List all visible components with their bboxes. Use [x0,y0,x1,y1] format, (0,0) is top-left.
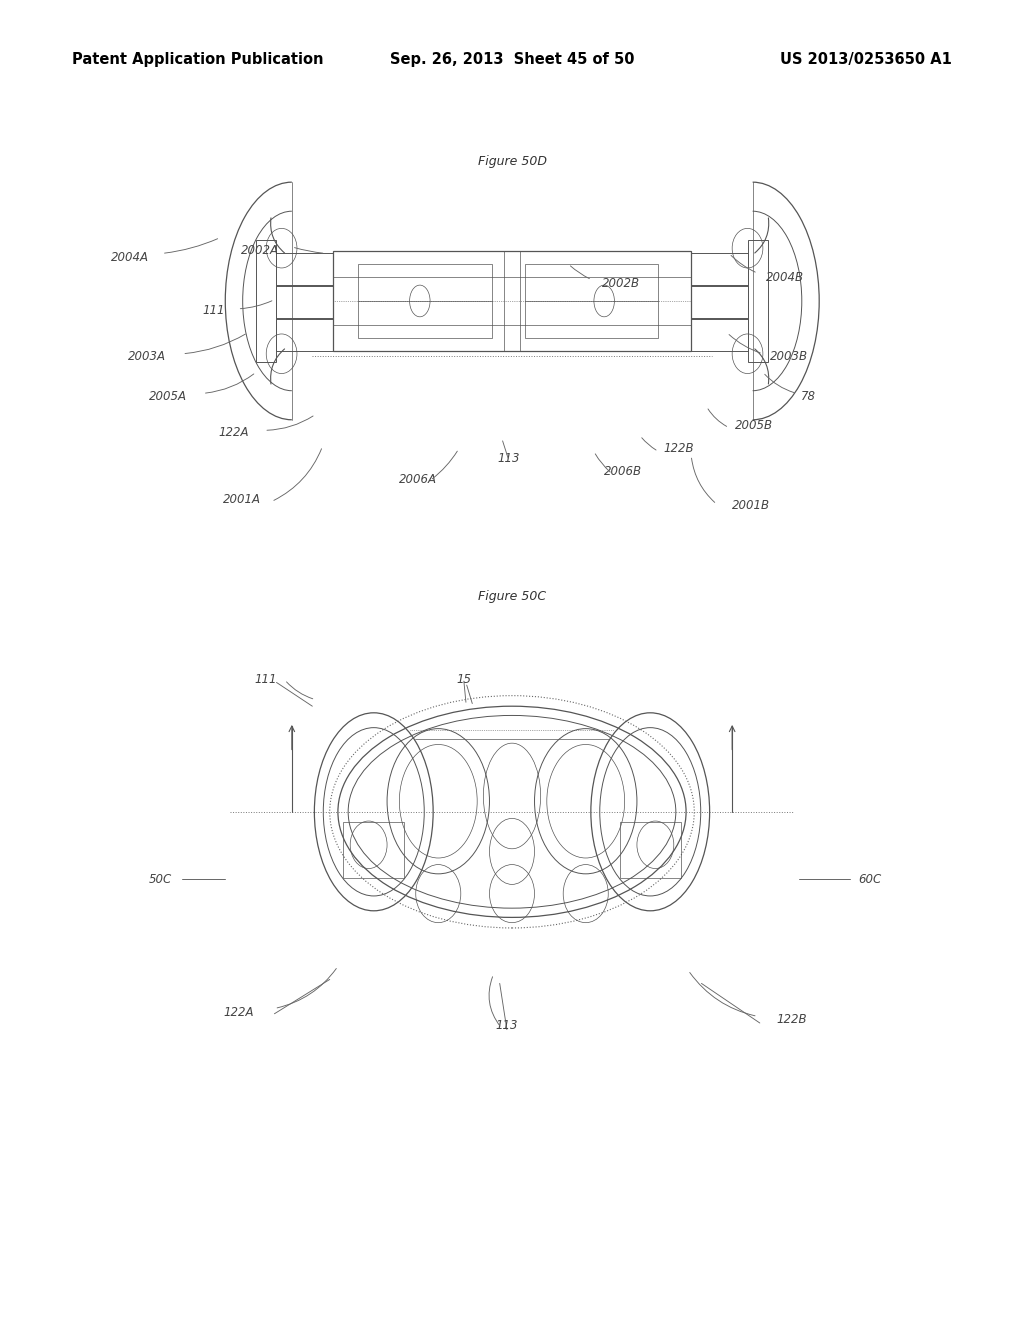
Bar [748,240,768,362]
Text: 2006A: 2006A [398,473,437,486]
Bar [691,253,748,285]
Bar [276,319,333,351]
Text: 2003B: 2003B [770,350,808,363]
Text: 113: 113 [498,451,520,465]
Text: 15: 15 [457,673,471,686]
Text: 78: 78 [801,389,816,403]
Text: 2006B: 2006B [604,465,642,478]
Bar [691,319,748,351]
Bar [525,264,658,338]
Bar [333,251,691,351]
Text: 113: 113 [496,1019,518,1032]
Bar [358,264,492,338]
Text: 122A: 122A [218,426,249,440]
Text: 2002A: 2002A [241,244,279,257]
Text: 122A: 122A [223,1006,254,1019]
Bar [343,822,404,878]
Text: 122B: 122B [664,442,694,455]
Text: 2005A: 2005A [150,389,187,403]
Text: 2001A: 2001A [223,492,261,506]
Text: 60C: 60C [858,873,882,886]
Text: 2002B: 2002B [602,277,640,290]
Bar [691,286,748,318]
Text: US 2013/0253650 A1: US 2013/0253650 A1 [780,51,952,67]
Text: 50C: 50C [148,873,172,886]
Text: 122B: 122B [776,1012,807,1026]
Bar [276,286,333,318]
Text: 2003A: 2003A [128,350,166,363]
Bar [276,253,333,285]
Text: 111: 111 [203,304,225,317]
Text: 2004A: 2004A [111,251,148,264]
Text: 111: 111 [254,673,276,686]
Text: Patent Application Publication: Patent Application Publication [72,51,324,67]
Bar [620,822,681,878]
Text: Sep. 26, 2013  Sheet 45 of 50: Sep. 26, 2013 Sheet 45 of 50 [390,51,634,67]
Text: Figure 50C: Figure 50C [478,590,546,603]
Text: Figure 50D: Figure 50D [477,154,547,168]
Text: 2005B: 2005B [735,418,773,432]
Text: 2001B: 2001B [732,499,770,512]
Bar [256,240,276,362]
Text: 2004B: 2004B [766,271,804,284]
